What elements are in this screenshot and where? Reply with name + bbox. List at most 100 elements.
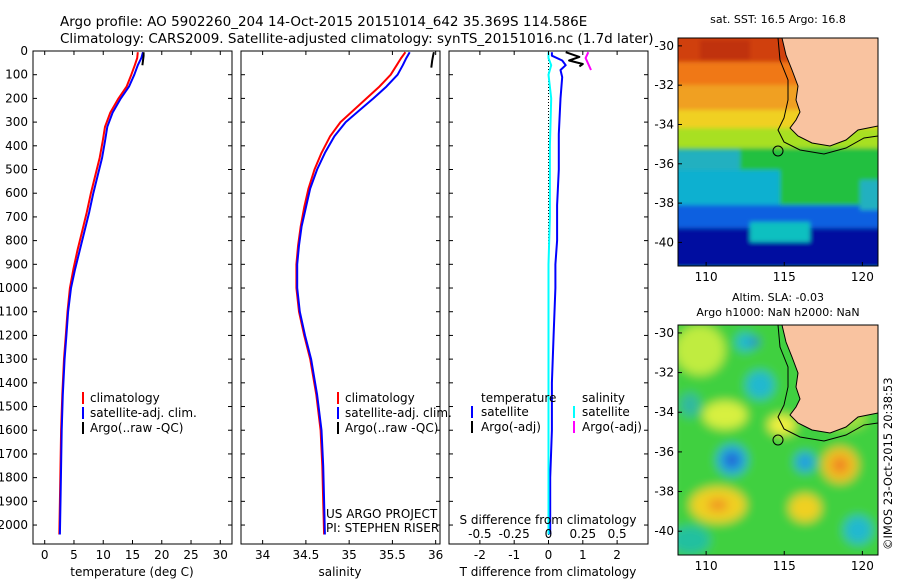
x-tick-label: 34.5 (293, 548, 320, 562)
project-annotation: US ARGO PROJECT (326, 507, 438, 521)
x2-tick-label: -0.5 (468, 527, 491, 541)
x-tick-label: 34 (255, 548, 270, 562)
x-tick-label: 0 (545, 548, 553, 562)
temperature-axes: 0 5 10 15 20 25 30 (33, 50, 232, 562)
depth-tick-label: 100 (5, 68, 28, 82)
depth-tick-label: 300 (5, 115, 28, 129)
x-tick-label: 10 (96, 548, 111, 562)
temperature-legend: climatology satellite-adj. clim. Argo(..… (82, 391, 197, 435)
map-y-tick-label: -32 (654, 366, 674, 380)
depth-tick-label: 800 (5, 234, 28, 248)
temperature-axis-label: temperature (deg C) (70, 565, 193, 579)
map-y-tick-label: -34 (654, 405, 674, 419)
x-tick-label: 1 (579, 548, 587, 562)
figure-title-line1: Argo profile: AO 5902260_204 14-Oct-2015… (60, 14, 587, 30)
temp-argo-line (565, 51, 584, 68)
sla-map-frame (677, 324, 879, 556)
legend-label-argo: Argo(..raw -QC) (90, 421, 183, 435)
legend-title-temperature: temperature (481, 391, 556, 405)
map-y-tick-label: -40 (654, 524, 674, 538)
sst-map-frame (677, 37, 879, 267)
argo-location-marker (772, 145, 784, 157)
x-tick-label: 36 (428, 548, 443, 562)
depth-tick-label: 1900 (0, 494, 28, 508)
map-y-tick-label: -36 (654, 157, 674, 171)
map-y-tick-label: -38 (654, 485, 674, 499)
argo-line (141, 52, 145, 66)
sla-map-title: Altim. SLA: -0.03 (732, 291, 824, 304)
sst-map-axes: 110 115 120 -30 -32 -34 -36 -38 -40 (654, 39, 873, 284)
map-y-tick-label: -30 (654, 326, 674, 340)
depth-tick-label: 0 (20, 44, 28, 58)
x2-tick-label: 0 (545, 527, 553, 541)
satellite-line (296, 51, 411, 535)
sla-map-subtitle: Argo h1000: NaN h2000: NaN (696, 306, 859, 319)
legend-label-climatology: climatology (90, 391, 160, 405)
depth-tick-label: 1800 (0, 471, 28, 485)
s-difference-axis-label: S difference from climatology (460, 513, 637, 527)
legend-label-argo: Argo(..raw -QC) (345, 421, 438, 435)
sal-argo-line (584, 51, 592, 71)
temperature-series-group (58, 51, 145, 535)
sst-map-title: sat. SST: 16.5 Argo: 16.8 (710, 13, 846, 26)
land-mass (781, 325, 878, 434)
depth-contour (777, 325, 878, 442)
x-tick-label: 30 (213, 548, 228, 562)
map-y-tick-label: -34 (654, 117, 674, 131)
map-x-tick-label: 110 (695, 270, 718, 284)
x-tick-label: -2 (474, 548, 486, 562)
depth-tick-label: 600 (5, 186, 28, 200)
legend-label-temp-argo: Argo(-adj) (481, 420, 541, 434)
temp-satellite-line (549, 52, 567, 535)
x-tick-label: 35 (342, 548, 357, 562)
x-tick-label: -1 (508, 548, 520, 562)
salinity-axis-label: salinity (318, 565, 361, 579)
depth-tick-label: 900 (5, 257, 28, 271)
legend-label-satellite: satellite-adj. clim. (90, 406, 197, 420)
sla-map (678, 325, 878, 555)
depth-tick-label: 400 (5, 139, 28, 153)
map-y-tick-label: -32 (654, 78, 674, 92)
legend-title-salinity: salinity (582, 391, 625, 405)
x2-tick-label: 0.5 (608, 527, 627, 541)
map-x-tick-label: 115 (773, 270, 796, 284)
x-tick-label: 15 (125, 548, 140, 562)
x-tick-label: 0 (41, 548, 49, 562)
depth-contour (777, 38, 878, 155)
x-tick-label: 25 (183, 548, 198, 562)
temperature-panel-frame (32, 50, 233, 545)
depth-tick-label: 1000 (0, 281, 28, 295)
depth-tick-label: 1600 (0, 423, 28, 437)
sal-satellite-line (547, 52, 553, 535)
legend-label-sal-argo: Argo(-adj) (582, 420, 642, 434)
depth-tick-label: 1700 (0, 447, 28, 461)
map-x-tick-label: 120 (851, 270, 874, 284)
difference-axes: -2 -1 0 1 2 -0.5 -0.25 0 0.25 0.5 (449, 50, 648, 562)
depth-tick-label: 2000 (0, 518, 28, 532)
map-y-tick-label: -38 (654, 196, 674, 210)
x2-tick-label: 0.25 (569, 527, 596, 541)
legend-label-climatology: climatology (345, 391, 415, 405)
map-y-tick-label: -36 (654, 445, 674, 459)
legend-label-sal-satellite: satellite (582, 405, 630, 419)
argo-line (430, 51, 435, 68)
depth-tick-label: 1100 (0, 305, 28, 319)
depth-tick-label: 1300 (0, 352, 28, 366)
depth-tick-label: 700 (5, 210, 28, 224)
sst-map (678, 38, 878, 266)
argo-location-marker (772, 434, 784, 446)
map-x-tick-label: 115 (773, 559, 796, 573)
land-mass (781, 38, 878, 147)
legend-label-satellite: satellite-adj. clim. (345, 406, 452, 420)
map-y-tick-label: -30 (654, 39, 674, 53)
salinity-panel-frame (240, 50, 441, 545)
salinity-axes: 34 34.5 35 35.5 36 (241, 50, 443, 562)
sla-map-axes: 110 115 120 -30 -32 -34 -36 -38 -40 (654, 326, 873, 573)
difference-series-group (547, 51, 592, 544)
depth-tick-label: 1200 (0, 328, 28, 342)
difference-legend: temperature satellite Argo(-adj) salinit… (471, 391, 642, 434)
x-tick-label: 35.5 (379, 548, 406, 562)
satellite-line (58, 51, 144, 535)
figure-title-line2: Climatology: CARS2009. Satellite-adjuste… (60, 31, 653, 47)
